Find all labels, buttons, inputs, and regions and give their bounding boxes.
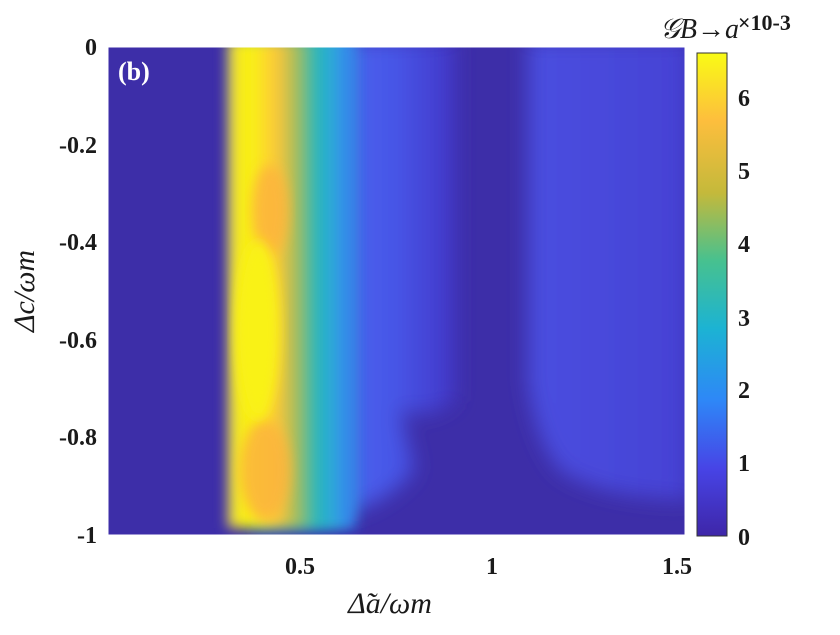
panel-label: (b) xyxy=(118,57,150,86)
colorbar-tick-label: 6 xyxy=(738,86,750,112)
colorbar-tick-label: 5 xyxy=(738,159,750,185)
y-tick-label: -1 xyxy=(77,523,97,549)
y-tick-label: -0.2 xyxy=(59,133,97,159)
yellow-core xyxy=(236,240,280,420)
colorbar-tick-label: 4 xyxy=(738,232,750,258)
orange-lobe-lower xyxy=(240,420,290,520)
x-tick-label: 0.5 xyxy=(285,554,315,580)
y-tick-label: -0.6 xyxy=(59,328,97,354)
colorbar-scale xyxy=(696,52,728,537)
plot-area xyxy=(108,47,685,535)
x-tick-label: 1.5 xyxy=(662,554,692,580)
y-tick-label: -0.4 xyxy=(59,230,97,256)
colorbar-tick-label: 3 xyxy=(738,306,750,332)
y-axis: 0 -0.2 -0.4 -0.6 -0.8 -1 Δc/ωm xyxy=(8,35,97,549)
colorbar: 𝒢B→a ×10-3 0 1 2 3 4 5 6 xyxy=(660,10,791,551)
colorbar-tick-label: 0 xyxy=(738,525,750,551)
y-axis-label: Δc/ωm xyxy=(8,250,41,333)
orange-lobe-upper xyxy=(252,165,288,255)
colorbar-tick-label: 1 xyxy=(738,451,750,477)
x-tick-label: 1 xyxy=(486,554,498,580)
plot-frame xyxy=(107,46,686,536)
right-plateau-region xyxy=(528,47,685,500)
colorbar-exponent: ×10-3 xyxy=(738,10,791,35)
colorbar-tick-label: 2 xyxy=(738,378,750,404)
x-axis-label: Δ̃a/ωm xyxy=(347,587,432,620)
y-tick-label: -0.8 xyxy=(59,425,97,451)
x-axis: 0.5 1 1.5 Δ̃a/ωm xyxy=(285,554,692,620)
colorbar-title: 𝒢B→a xyxy=(660,14,739,45)
y-tick-label: 0 xyxy=(85,35,97,61)
